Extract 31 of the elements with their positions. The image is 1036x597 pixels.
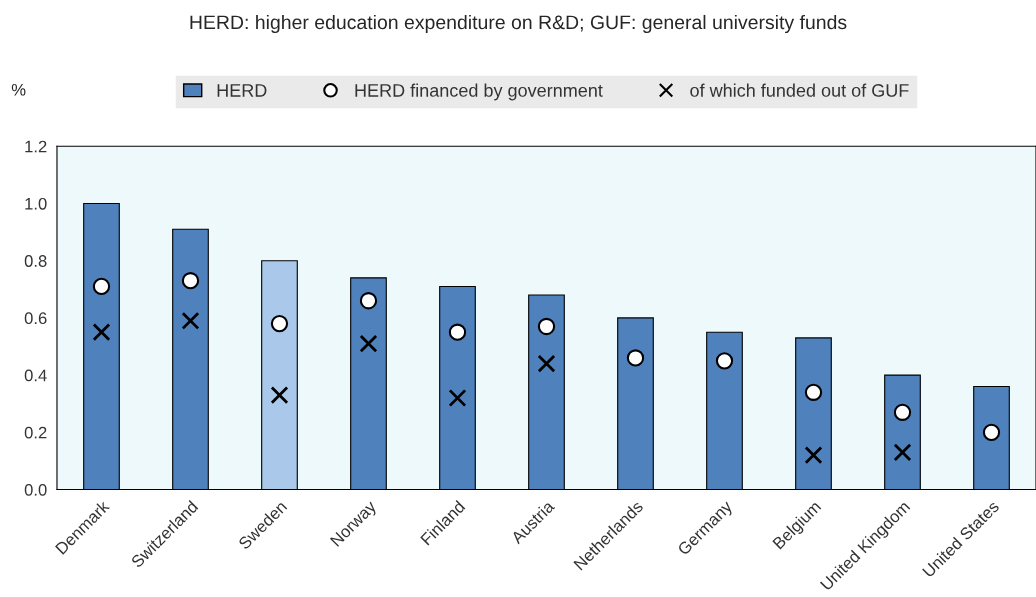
y-tick-label: 0.4 [24,369,47,382]
legend-label: of which funded out of GUF [690,83,909,97]
point [893,443,912,462]
point [537,317,556,336]
point [359,334,378,353]
legend-label: HERD financed by government [355,83,603,101]
y-tick-label: 1.0 [25,197,47,210]
point [626,349,645,367]
point [804,446,823,465]
y-tick-label: 0.6 [24,312,47,325]
point [181,311,200,330]
point [448,389,467,407]
y-tick-label: 0.2 [24,426,47,439]
point [181,272,200,290]
chart-title: HERD: higher education expenditure on R&D; GUF: general university funds [190,14,847,34]
point [448,323,467,341]
point [982,423,1001,441]
y-tick-label: 0.0 [24,483,47,496]
y-axis-title: % [11,83,26,96]
point [715,352,734,370]
point [893,403,912,421]
point [270,314,289,333]
point [92,277,111,296]
point [537,354,556,373]
point [92,323,111,342]
y-tick-label: 0.8 [24,255,47,267]
y-tick-label: 1.2 [25,140,47,153]
point [270,386,289,405]
point [359,292,378,310]
point [804,383,823,401]
legend-label: HERD [217,84,267,97]
